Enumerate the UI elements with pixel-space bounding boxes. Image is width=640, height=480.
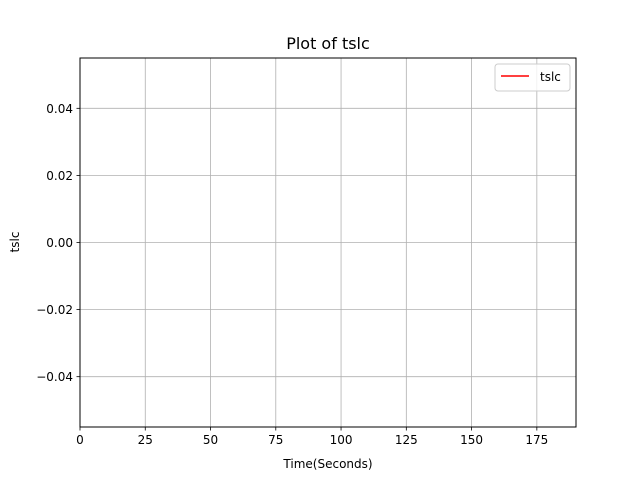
legend-box — [494, 63, 571, 92]
x-axis-ticks: 0 25 50 75 100 125 150 175 — [76, 427, 548, 447]
y-tick-label: 0.00 — [46, 236, 73, 250]
legend-label-tslc: tslc — [540, 70, 561, 84]
x-tick-label: 50 — [203, 433, 218, 447]
x-tick-label: 75 — [268, 433, 283, 447]
chart-title: Plot of tslc — [286, 34, 370, 53]
y-tick-label: 0.02 — [46, 169, 73, 183]
x-axis-label: Time(Seconds) — [282, 457, 372, 471]
x-tick-label: 100 — [330, 433, 353, 447]
y-tick-label: −0.04 — [36, 370, 73, 384]
x-tick-label: 175 — [525, 433, 548, 447]
x-tick-label: 150 — [460, 433, 483, 447]
y-tick-label: −0.02 — [36, 303, 73, 317]
y-axis-ticks: 0.04 0.02 0.00 −0.02 −0.04 — [36, 102, 80, 384]
y-axis-label: tslc — [8, 232, 22, 253]
grid-lines — [79, 58, 576, 427]
x-tick-label: 25 — [138, 433, 153, 447]
y-tick-label: 0.04 — [46, 102, 73, 116]
legend: tslc — [494, 63, 571, 92]
x-tick-label: 125 — [395, 433, 418, 447]
x-tick-label: 0 — [76, 433, 84, 447]
